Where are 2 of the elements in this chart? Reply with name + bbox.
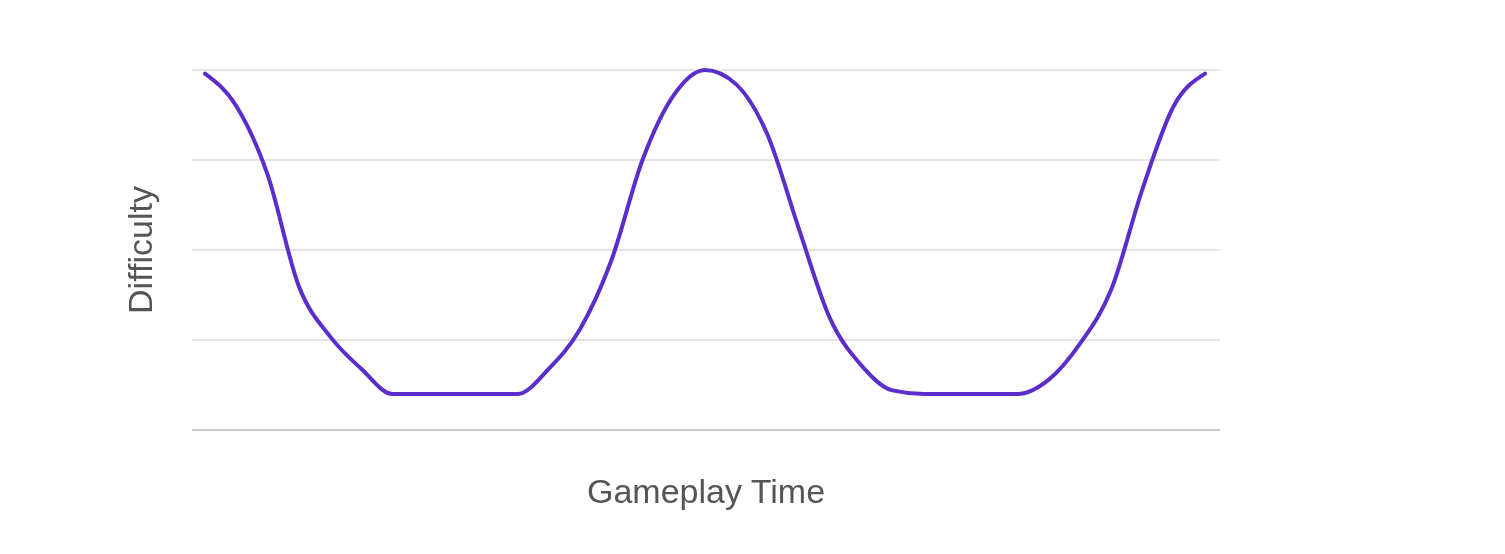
y-axis-title: Difficulty: [121, 186, 160, 314]
x-axis-title: Gameplay Time: [586, 472, 826, 510]
